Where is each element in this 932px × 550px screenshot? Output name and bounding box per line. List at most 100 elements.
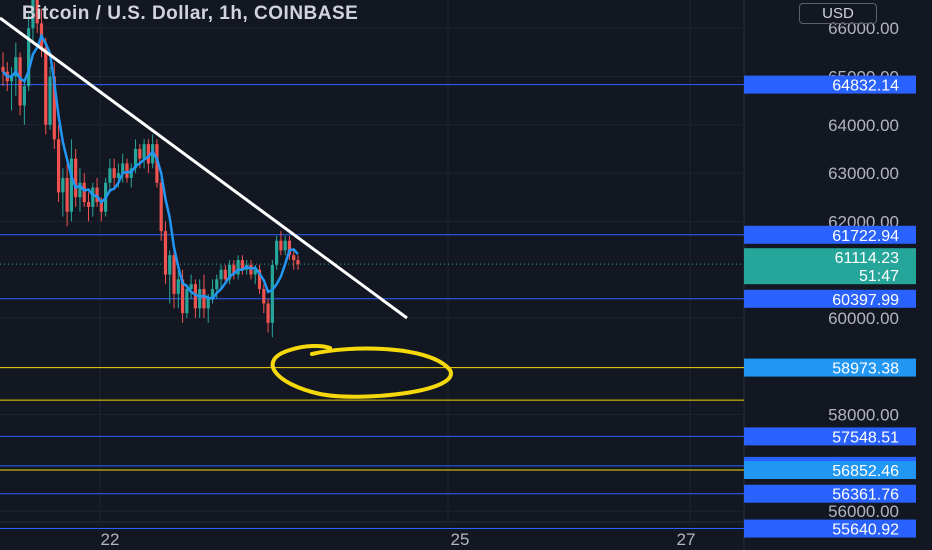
candle-body bbox=[22, 86, 26, 106]
candle-body bbox=[275, 240, 279, 265]
candle-body bbox=[82, 182, 86, 203]
x-tick-label: 27 bbox=[677, 530, 696, 549]
candle-body bbox=[1, 66, 5, 72]
candle-body bbox=[116, 173, 121, 178]
y-tick-label: 63000.00 bbox=[828, 164, 899, 183]
price-level-label: 55640.92 bbox=[832, 522, 899, 539]
x-tick-label: 22 bbox=[101, 530, 120, 549]
candle-body bbox=[61, 177, 65, 193]
candle-body bbox=[176, 279, 180, 294]
price-levels bbox=[0, 84, 744, 530]
candle-body bbox=[9, 76, 14, 82]
chart-title: Bitcoin / U.S. Dollar, 1h, COINBASE bbox=[22, 3, 359, 24]
x-tick-label: 25 bbox=[451, 530, 470, 549]
current-price-label-bg bbox=[744, 248, 916, 285]
candle-body bbox=[240, 260, 245, 270]
price-level-label-bg bbox=[744, 461, 916, 480]
candle-body bbox=[14, 57, 18, 77]
price-level-label: 56852.46 bbox=[832, 463, 899, 480]
candle-body bbox=[65, 177, 69, 212]
price-level-label: 64832.14 bbox=[832, 78, 899, 95]
candle-body bbox=[163, 231, 168, 275]
candle-body bbox=[227, 264, 232, 280]
candle-body bbox=[262, 289, 266, 304]
y-tick-label: 56000.00 bbox=[828, 502, 899, 521]
candle-body bbox=[159, 182, 163, 232]
price-level-label-bg bbox=[744, 519, 916, 538]
candle-body bbox=[219, 269, 223, 280]
current-price-label: 61114.23 bbox=[835, 250, 899, 267]
candle-body bbox=[44, 47, 48, 125]
candle-body bbox=[27, 28, 31, 87]
price-level-labels: 64832.14 61722.94 60397.99 58973.38 57548.51… bbox=[744, 75, 916, 539]
candle-body bbox=[236, 260, 240, 275]
candle-body bbox=[56, 139, 61, 193]
candle-body bbox=[232, 264, 236, 275]
moving-average-line bbox=[2, 32, 299, 301]
candle-body bbox=[270, 264, 274, 323]
candle-body bbox=[283, 240, 287, 251]
candle-body bbox=[172, 255, 176, 294]
price-level-label-bg bbox=[744, 358, 916, 377]
candle-body bbox=[108, 168, 112, 183]
candle-body bbox=[185, 289, 189, 314]
candle-body bbox=[180, 279, 185, 314]
candle-body bbox=[146, 144, 150, 164]
candle-body bbox=[292, 255, 296, 261]
candle-body bbox=[223, 269, 227, 280]
candle-body bbox=[193, 284, 197, 309]
price-level-label: 61722.94 bbox=[832, 228, 899, 245]
price-level-label-bg bbox=[744, 289, 916, 308]
price-level-label: 56361.76 bbox=[832, 487, 899, 504]
candle-body bbox=[296, 260, 300, 265]
candle-body bbox=[69, 158, 74, 212]
candle-body bbox=[266, 303, 270, 323]
candle-body bbox=[52, 76, 56, 140]
candle-body bbox=[215, 279, 219, 290]
candle-body bbox=[78, 182, 82, 198]
candle-body bbox=[112, 168, 116, 178]
candles bbox=[1, 0, 300, 338]
candle-body bbox=[202, 289, 206, 309]
candle-body bbox=[121, 163, 125, 174]
candle-body bbox=[74, 158, 78, 198]
x-axis-ticks: 22 25 27 bbox=[101, 530, 696, 549]
candle-body bbox=[206, 298, 210, 309]
candle-body bbox=[279, 240, 283, 251]
candle-body bbox=[31, 0, 35, 29]
y-tick-label: 58000.00 bbox=[828, 406, 899, 425]
candle-body bbox=[91, 187, 95, 207]
candle-body bbox=[168, 255, 172, 275]
price-level-label: 60397.99 bbox=[832, 292, 899, 309]
price-level-label: 58973.38 bbox=[832, 361, 899, 378]
candle-body bbox=[125, 163, 129, 178]
price-level-label-bg bbox=[744, 75, 916, 94]
candle-body bbox=[287, 240, 292, 256]
candle-body bbox=[95, 187, 99, 203]
currency-button[interactable]: USD bbox=[799, 3, 877, 24]
price-level-label: 57548.51 bbox=[832, 429, 899, 446]
current-price-label: 51:47 bbox=[859, 268, 899, 285]
candle-body bbox=[35, 0, 39, 24]
candle-body bbox=[86, 202, 91, 207]
y-tick-label: 64000.00 bbox=[828, 116, 899, 135]
candle-body bbox=[18, 57, 22, 106]
candle-body bbox=[99, 202, 103, 212]
candle-body bbox=[198, 289, 202, 309]
annotation-ellipse bbox=[270, 343, 453, 399]
price-level-label-bg bbox=[744, 427, 916, 446]
candle-body bbox=[138, 148, 142, 159]
y-tick-label: 60000.00 bbox=[828, 309, 899, 328]
candle-body bbox=[48, 76, 52, 125]
candle-body bbox=[257, 269, 262, 290]
price-level-label-bg bbox=[744, 225, 916, 244]
candle-body bbox=[142, 144, 146, 159]
candle-body bbox=[210, 289, 215, 299]
price-level-label-bg bbox=[744, 484, 916, 503]
trendline bbox=[0, 16, 408, 320]
candle-body bbox=[133, 148, 138, 169]
candle-body bbox=[189, 284, 193, 290]
candle-body bbox=[253, 269, 257, 275]
candle-body bbox=[155, 144, 159, 183]
